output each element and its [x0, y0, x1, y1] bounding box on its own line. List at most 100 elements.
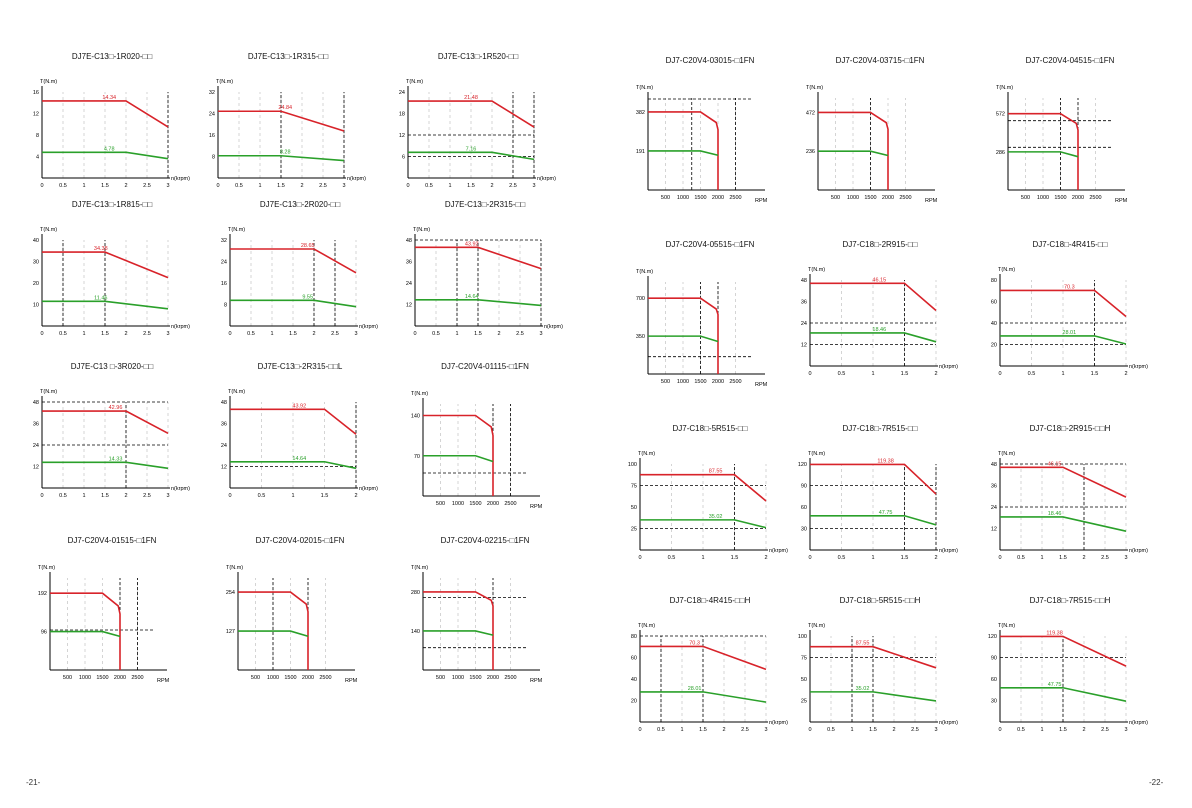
torque-chart-2: DJ7E-C13□-1R315-□□ T(N.m) n(krpm) 8 16 24 32 0 0… — [188, 52, 388, 232]
x-tick-label: 0 — [40, 183, 43, 189]
peak-torque-line — [640, 645, 767, 671]
x-tick-label: 2.5 — [331, 331, 339, 337]
y-tick-label: 50 — [801, 677, 807, 683]
x-tick-label: 1 — [871, 555, 874, 561]
rated-torque-line — [1000, 335, 1127, 345]
x-tick-label: 500 — [661, 195, 670, 201]
rated-torque-line — [810, 691, 937, 702]
rated-torque-line — [238, 630, 309, 638]
x-tick-label: 1 — [850, 727, 853, 733]
x-tick-label: 0 — [406, 183, 409, 189]
x-axis-label: RPM — [755, 382, 768, 388]
x-tick-label: 1 — [1040, 555, 1043, 561]
x-tick-label: 2.5 — [143, 493, 151, 499]
x-axis-label: n(krpm) — [544, 324, 563, 330]
torque-chart-5: DJ7E-C13□-2R020-□□ T(N.m) n(krpm) 8 16 24 32 0 0… — [200, 200, 400, 380]
x-tick-label: 2 — [124, 331, 127, 337]
y-tick-label: 75 — [801, 656, 807, 662]
x-tick-label: 1000 — [677, 379, 689, 385]
x-tick-label: 1.5 — [1059, 727, 1067, 733]
y-tick-label: 472 — [806, 110, 815, 116]
torque-value-label: 28.65 — [301, 243, 315, 249]
x-tick-label: 1500 — [96, 675, 108, 681]
x-tick-label: 1.5 — [731, 555, 739, 561]
y-tick-label: 12 — [33, 465, 39, 471]
x-tick-label: 2000 — [1072, 195, 1084, 201]
x-tick-label: 2.5 — [516, 331, 524, 337]
x-tick-label: 2000 — [712, 379, 724, 385]
x-tick-label: 1 — [701, 555, 704, 561]
x-tick-label: 0.5 — [59, 183, 67, 189]
torque-value-label: 18.46 — [1048, 511, 1062, 517]
torque-chart-15: DJ7-C20V4-04515-□1FN T(N.m) RPM 286 572 500 10… — [970, 56, 1170, 236]
x-tick-label: 1000 — [452, 675, 464, 681]
x-tick-label: 2.5 — [911, 727, 919, 733]
chart-plot: T(N.m) n(krpm) 12 24 36 48 0 0.5 1 1.5 2 43.92 14.64 — [221, 389, 378, 499]
y-tick-label: 24 — [33, 443, 39, 449]
x-tick-label: 2500 — [319, 675, 331, 681]
x-tick-label: 2 — [892, 727, 895, 733]
chart-title: DJ7-C18□-7R515-□□H — [1029, 596, 1111, 605]
chart-title: DJ7E-C13 □-3R020-□□ — [70, 362, 154, 371]
x-tick-label: 2500 — [504, 675, 516, 681]
torque-value-label: 47.75 — [1048, 682, 1062, 688]
x-tick-label: 0.5 — [668, 555, 676, 561]
x-tick-label: 2 — [490, 183, 493, 189]
x-tick-label: 1.5 — [277, 183, 285, 189]
y-tick-label: 140 — [411, 629, 420, 635]
y-tick-label: 48 — [33, 400, 39, 406]
y-tick-label: 12 — [991, 527, 997, 533]
x-tick-label: 0.5 — [838, 555, 846, 561]
x-tick-label: 2.5 — [509, 183, 517, 189]
torque-chart-22: DJ7-C18□-4R415-□□H T(N.m) n(krpm) 20 40 60 80 0… — [610, 596, 810, 776]
torque-chart-14: DJ7-C20V4-03715-□1FN T(N.m) RPM 236 472 500 10… — [780, 56, 980, 236]
x-tick-label: 2500 — [1089, 195, 1101, 201]
chart-title: DJ7-C20V4-02215-□1FN — [440, 536, 530, 545]
x-tick-label: 1500 — [469, 501, 481, 507]
torque-value-label: 70.3 — [1064, 284, 1075, 290]
y-tick-label: 40 — [631, 677, 637, 683]
torque-value-label: 46.15 — [1048, 461, 1062, 467]
y-axis-label: T(N.m) — [806, 85, 823, 91]
peak-torque-line — [818, 111, 889, 190]
x-tick-label: 1 — [871, 371, 874, 377]
y-tick-label: 24 — [399, 90, 405, 96]
y-axis-label: T(N.m) — [40, 227, 57, 233]
x-tick-label: 0 — [998, 555, 1001, 561]
y-axis-label: T(N.m) — [808, 451, 825, 457]
y-tick-label: 12 — [221, 465, 227, 471]
peak-torque-line — [423, 414, 494, 496]
torque-chart-18: DJ7-C18□-4R415-□□ T(N.m) n(krpm) 20 40 60 80 0 0… — [970, 240, 1170, 420]
torque-chart-23: DJ7-C18□-5R515-□□H T(N.m) n(krpm) 25 50 75 100… — [780, 596, 980, 776]
torque-value-label: 35.02 — [856, 686, 870, 692]
x-tick-label: 0 — [40, 331, 43, 337]
x-axis-label: RPM — [925, 198, 938, 204]
torque-value-label: 14.33 — [109, 456, 123, 462]
chart-title: DJ7-C20V4-01515-□1FN — [67, 536, 157, 545]
x-tick-label: 1000 — [1037, 195, 1049, 201]
peak-torque-line — [810, 463, 937, 495]
y-tick-label: 192 — [38, 591, 47, 597]
y-tick-label: 75 — [631, 484, 637, 490]
x-tick-label: 2000 — [487, 675, 499, 681]
x-tick-label: 2000 — [302, 675, 314, 681]
x-tick-label: 2 — [300, 183, 303, 189]
y-tick-label: 36 — [221, 422, 227, 428]
chart-title: DJ7-C18□-4R415-□□H — [669, 596, 751, 605]
rated-torque-line — [415, 298, 542, 307]
x-tick-label: 1000 — [677, 195, 689, 201]
rated-torque-line — [230, 299, 357, 308]
x-tick-label: 2500 — [729, 195, 741, 201]
torque-value-label: 14.64 — [465, 294, 479, 300]
y-tick-label: 16 — [209, 133, 215, 139]
torque-value-label: 87.55 — [856, 641, 870, 647]
x-axis-label: n(krpm) — [537, 176, 556, 182]
chart-title: DJ7-C20V4-02015-□1FN — [255, 536, 345, 545]
y-axis-label: T(N.m) — [998, 267, 1015, 273]
chart-title: DJ7-C20V4-03715-□1FN — [835, 56, 925, 65]
x-tick-label: 0.5 — [657, 727, 665, 733]
y-tick-label: 20 — [33, 281, 39, 287]
rated-torque-line — [423, 630, 494, 636]
y-axis-label: T(N.m) — [406, 79, 423, 85]
torque-value-label: 43.92 — [292, 403, 306, 409]
